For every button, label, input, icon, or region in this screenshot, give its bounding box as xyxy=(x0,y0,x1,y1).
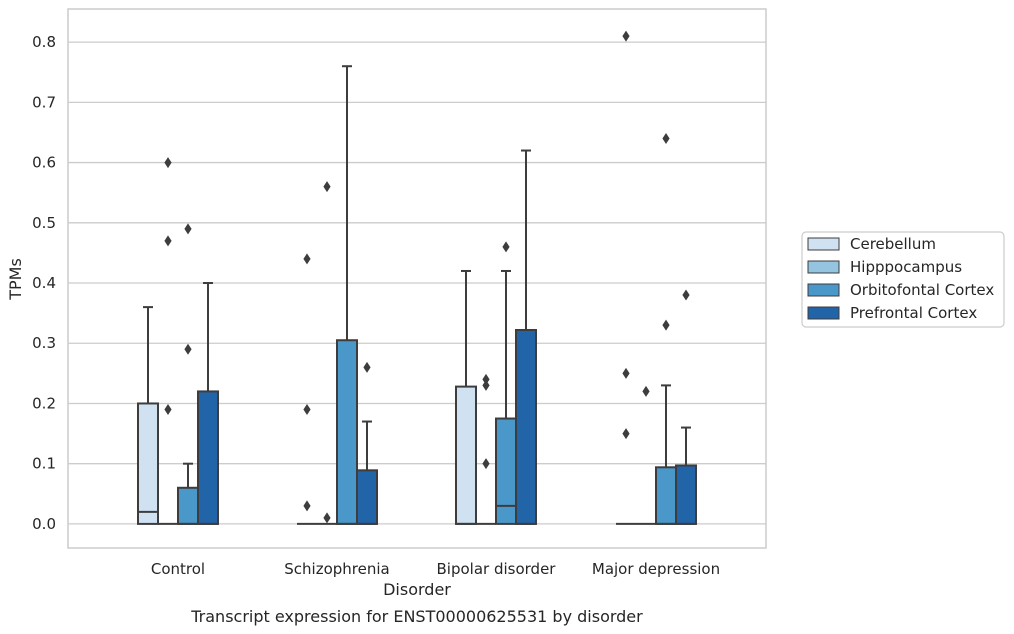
outlier-point xyxy=(303,403,311,415)
y-tick-labels: 0.0 0.1 0.2 0.3 0.4 0.5 0.6 0.7 0.8 xyxy=(32,33,56,533)
plot-background xyxy=(68,9,766,548)
plot-frame xyxy=(67,8,767,549)
y-tick-label: 0.8 xyxy=(32,33,56,51)
box xyxy=(177,486,199,525)
legend-swatch xyxy=(807,306,840,320)
legend-label: Prefrontal Cortex xyxy=(850,304,977,322)
outlier-point xyxy=(482,458,490,470)
x-tick-label: Bipolar disorder xyxy=(437,560,557,578)
box xyxy=(197,390,219,525)
y-tick-label: 0.4 xyxy=(32,274,56,292)
box-group xyxy=(336,65,358,525)
box-group xyxy=(616,30,636,525)
box-group xyxy=(356,361,378,525)
outlier-point xyxy=(184,343,192,355)
y-tick-label: 0.3 xyxy=(32,334,56,352)
legend-label: Cerebellum xyxy=(850,235,936,253)
outlier-point xyxy=(622,30,630,42)
outlier-point xyxy=(482,379,490,391)
x-tick-label: Schizophrenia xyxy=(284,560,389,578)
legend-swatch xyxy=(807,260,840,274)
x-tick-label: Major depression xyxy=(592,560,720,578)
outlier-point xyxy=(164,235,172,247)
box-group xyxy=(137,306,159,525)
x-axis-label: Disorder xyxy=(383,580,451,599)
outlier-point xyxy=(164,403,172,415)
x-tick-label: Control xyxy=(151,560,205,578)
box-group xyxy=(455,269,477,525)
outlier-point xyxy=(303,253,311,265)
y-tick-label: 0.6 xyxy=(32,154,56,172)
outlier-point xyxy=(323,512,331,524)
box-group xyxy=(317,181,337,525)
box-group xyxy=(515,149,537,525)
box xyxy=(336,339,358,525)
outlier-point xyxy=(303,500,311,512)
legend-label: Orbitofontal Cortex xyxy=(850,281,994,299)
outlier-point xyxy=(662,319,670,331)
box xyxy=(455,385,477,525)
outlier-point xyxy=(662,132,670,144)
legend: Cerebellum Hipppocampus Orbitofontal Corte… xyxy=(801,231,1005,328)
legend-label: Hipppocampus xyxy=(850,258,962,276)
outlier-point xyxy=(164,157,172,169)
box-group xyxy=(655,132,677,525)
outlier-point xyxy=(622,367,630,379)
box-group xyxy=(197,282,219,525)
legend-frame xyxy=(801,231,1005,328)
outlier-point xyxy=(642,385,650,397)
chart-caption: Transcript expression for ENST0000062553… xyxy=(190,607,643,626)
box xyxy=(655,466,677,525)
outlier-point xyxy=(363,361,371,373)
outlier-point xyxy=(323,181,331,193)
box-group xyxy=(675,289,697,525)
box xyxy=(515,328,537,525)
outlier-point xyxy=(682,289,690,301)
box-marks xyxy=(137,30,697,525)
y-tick-label: 0.1 xyxy=(32,455,56,473)
box-group xyxy=(158,157,178,525)
box-group xyxy=(297,253,317,525)
outlier-point xyxy=(502,241,510,253)
box xyxy=(495,417,517,525)
outlier-point xyxy=(482,373,490,385)
y-tick-label: 0.5 xyxy=(32,214,56,232)
y-axis-label: TPMs xyxy=(6,258,25,301)
outlier-point xyxy=(184,223,192,235)
legend-swatch xyxy=(807,237,840,251)
x-tick-labels: Control Schizophrenia Bipolar disorder Majo… xyxy=(151,560,720,578)
legend-swatch xyxy=(807,283,840,297)
box-group xyxy=(636,385,656,525)
box xyxy=(675,464,697,525)
y-tick-label: 0.0 xyxy=(32,515,56,533)
outlier-point xyxy=(622,428,630,440)
y-tick-label: 0.7 xyxy=(32,93,56,111)
y-tick-label: 0.2 xyxy=(32,394,56,412)
box xyxy=(137,402,159,525)
box-group xyxy=(177,223,199,525)
box-group xyxy=(476,373,496,525)
box xyxy=(356,469,378,525)
